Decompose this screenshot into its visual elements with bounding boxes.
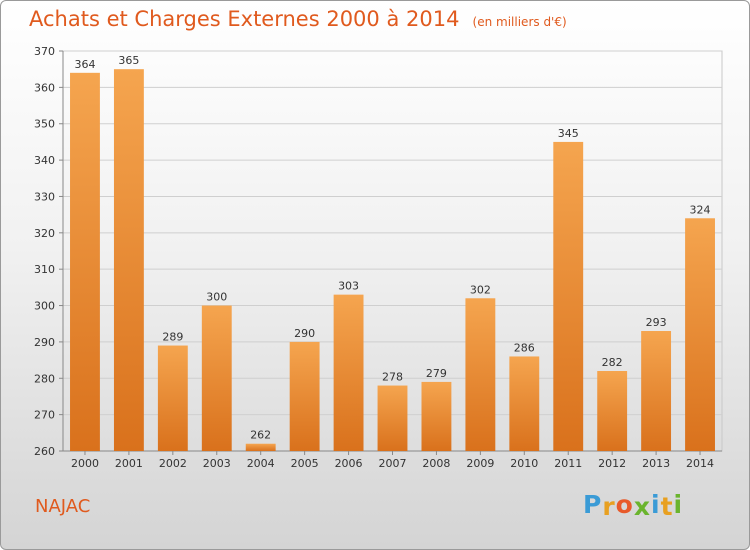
x-tick-label-2005: 2005 — [291, 457, 319, 470]
bar-2008 — [421, 381, 452, 451]
value-label-2008: 279 — [426, 367, 447, 380]
logo-letter: o — [615, 490, 634, 519]
bar-2002 — [157, 345, 188, 451]
y-tick-label: 280 — [34, 372, 55, 385]
value-label-2010: 286 — [514, 341, 535, 354]
x-tick-label-2010: 2010 — [510, 457, 538, 470]
x-tick-label-2011: 2011 — [554, 457, 582, 470]
value-label-2001: 365 — [118, 54, 139, 67]
x-tick-label-2008: 2008 — [422, 457, 450, 470]
value-label-2006: 303 — [338, 280, 359, 293]
bar-2006 — [333, 294, 364, 451]
y-tick-label: 350 — [34, 118, 55, 131]
value-label-2014: 324 — [690, 203, 711, 216]
y-tick-label: 260 — [34, 445, 55, 458]
logo-letter: i — [651, 490, 661, 519]
bar-2009 — [465, 298, 496, 451]
value-label-2013: 293 — [646, 316, 667, 329]
y-tick-label: 270 — [34, 409, 55, 422]
y-tick-label: 320 — [34, 227, 55, 240]
title-block: Achats et Charges Externes 2000 à 2014 (… — [29, 7, 567, 31]
logo-letter: P — [583, 490, 603, 519]
value-label-2011: 345 — [558, 127, 579, 140]
bar-2000 — [70, 72, 100, 452]
proxiti-logo: Proxiti — [583, 490, 684, 521]
y-tick-label: 370 — [34, 45, 55, 58]
bar-2007 — [377, 385, 408, 451]
x-tick-label-2001: 2001 — [115, 457, 143, 470]
x-tick-label-2004: 2004 — [247, 457, 275, 470]
value-label-2009: 302 — [470, 283, 491, 296]
bar-2013 — [641, 331, 672, 451]
bar-2012 — [597, 371, 628, 451]
x-tick-label-2000: 2000 — [71, 457, 99, 470]
bar-2010 — [509, 356, 540, 451]
value-label-2002: 289 — [162, 331, 183, 344]
bar-2001 — [113, 69, 144, 451]
chart-title: Achats et Charges Externes 2000 à 2014 — [29, 7, 460, 31]
bar-2004 — [245, 443, 276, 451]
logo-letter: x — [633, 492, 651, 521]
y-tick-label: 330 — [34, 190, 55, 203]
logo-letter: r — [602, 492, 616, 521]
y-tick-label: 300 — [34, 300, 55, 313]
bar-2014 — [685, 218, 715, 451]
bar-2011 — [553, 141, 584, 451]
value-label-2007: 278 — [382, 371, 403, 384]
y-tick-label: 290 — [34, 336, 55, 349]
y-tick-label: 310 — [34, 263, 55, 276]
x-tick-label-2014: 2014 — [686, 457, 714, 470]
x-tick-label-2003: 2003 — [203, 457, 231, 470]
value-label-2005: 290 — [294, 327, 315, 340]
y-tick-label: 360 — [34, 81, 55, 94]
x-tick-label-2006: 2006 — [335, 457, 363, 470]
logo-letter: t — [660, 492, 674, 521]
value-label-2000: 364 — [74, 58, 95, 71]
chart-subtitle: (en milliers d'€) — [472, 15, 567, 29]
x-tick-label-2009: 2009 — [466, 457, 494, 470]
value-label-2004: 262 — [250, 429, 271, 442]
location-name: NAJAC — [35, 496, 91, 517]
x-tick-label-2013: 2013 — [642, 457, 670, 470]
x-tick-label-2002: 2002 — [159, 457, 187, 470]
x-tick-label-2012: 2012 — [598, 457, 626, 470]
value-label-2012: 282 — [602, 356, 623, 369]
value-label-2003: 300 — [206, 291, 227, 304]
y-tick-label: 340 — [34, 154, 55, 167]
bar-2005 — [289, 341, 320, 451]
x-tick-label-2007: 2007 — [379, 457, 407, 470]
bar-2003 — [201, 305, 232, 451]
logo-letter: i — [673, 490, 684, 519]
